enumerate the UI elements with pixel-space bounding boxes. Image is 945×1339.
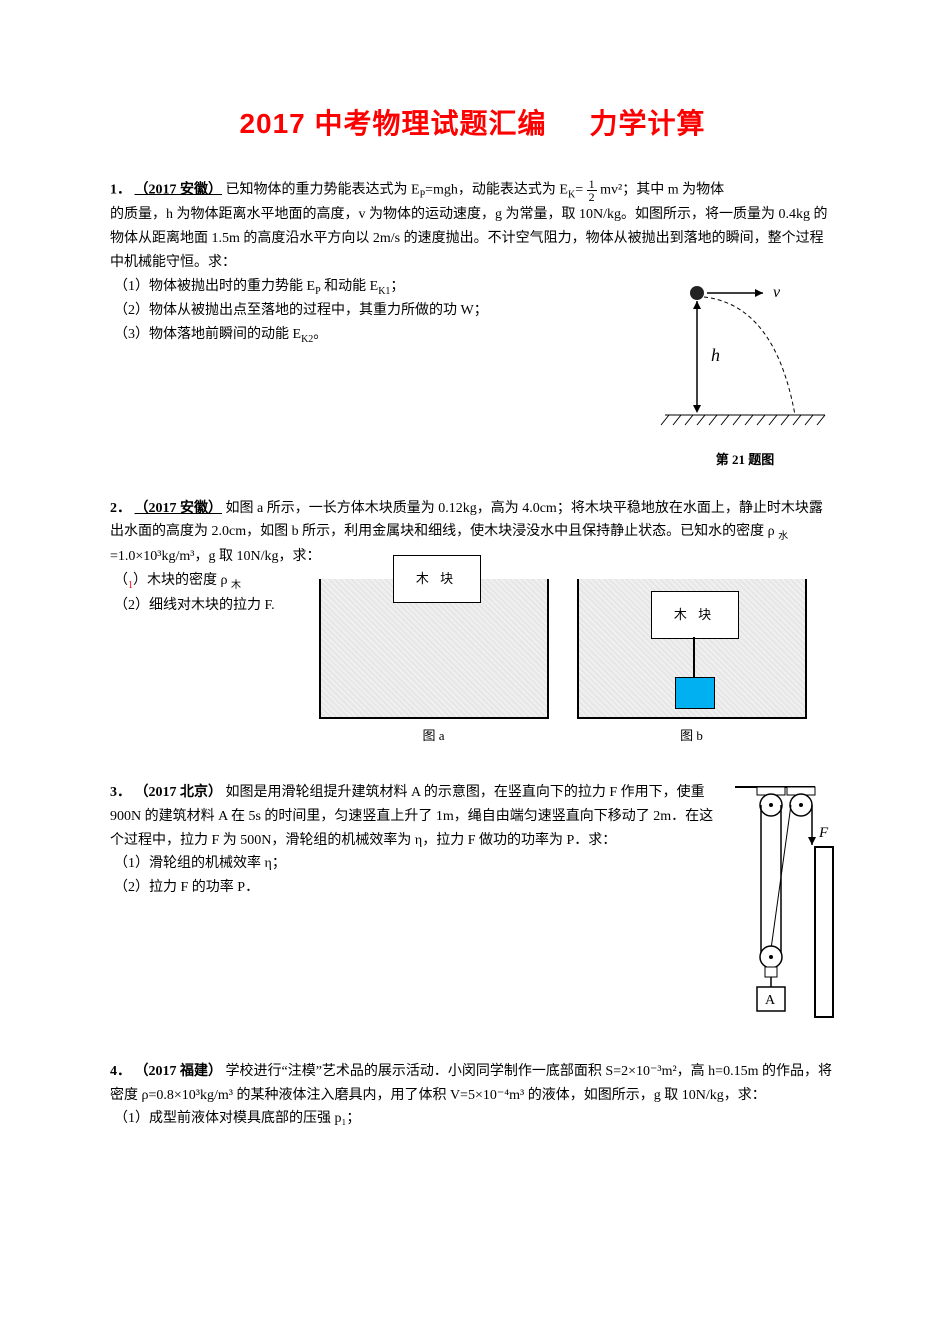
p2-q1-post: ）木块的密度 ρ [133,573,231,588]
p4-source: （2017 福建） [135,1064,223,1079]
title-left: 2017 中考物理试题汇编 [239,108,546,139]
p3-source: （2017 北京） [135,785,223,800]
p1-eq1: =mgh，动能表达式为 E [425,182,568,197]
water-tank-b: 木 块 [577,579,807,719]
p3-figure: F A [727,781,835,1030]
projectile-figure-svg: v h [655,275,835,445]
fraction-num: 1 [587,178,597,191]
figure-a: 木 块 图 a [319,579,549,747]
document-title: 2017 中考物理试题汇编 力学计算 [110,100,835,148]
p1-figure: v h 第 21 题图 [643,275,835,471]
p1-q3-a: （3）物体落地前瞬间的动能 E [114,327,301,342]
p1-q3-sub: K2 [301,334,313,345]
p1-eq3: mv²；其中 m 为物体 [600,182,724,197]
title-right: 力学计算 [590,108,706,139]
label-F: F [818,825,829,841]
figure-b: 木 块 图 b [577,579,807,747]
p1-source: （2017 安徽） [135,182,223,197]
p3-number: 3． [110,785,131,800]
caption-a: 图 a [319,725,549,747]
label-v: v [773,284,781,301]
p1-fig-caption: 第 21 题图 [655,449,835,471]
label-h: h [711,345,720,365]
p4-number: 4． [110,1064,131,1079]
label-A: A [765,993,776,1008]
p1-q3-b: 。 [313,327,327,342]
p1-q1-b: 和动能 E [321,279,379,294]
problem-4: 4． （2017 福建） 学校进行“注模”艺术品的展示活动．小闵同学制作一底部面… [110,1060,835,1131]
p2-q2: （2）细线对木块的拉力 F. [114,594,290,618]
fraction-den: 2 [587,191,597,203]
page: 2017 中考物理试题汇编 力学计算 1． （2017 安徽） 已知物体的重力势… [0,0,945,1339]
p1-text-segment: 已知物体的重力势能表达式为 E [226,182,420,197]
p2-text2: =1.0×10³kg/m³，g 取 10N/kg，求： [110,549,320,564]
p1-q1-sub-b: K1 [378,285,390,296]
pulley-svg: F A [735,781,835,1021]
p1-q1-c: ； [390,279,404,294]
p2-q1: （1）木块的密度 ρ 木 [114,569,290,594]
p1-q1-a: （1）物体被抛出时的重力势能 E [114,279,315,294]
problem-3: F A 3． （2017 北京） 如图是用滑轮组提升建 [110,781,835,1030]
fraction: 1 2 [587,178,597,203]
caption-b: 图 b [577,725,807,747]
p2-q1-pre: （ [114,573,128,588]
problem-1: 1． （2017 安徽） 已知物体的重力势能表达式为 EP=mgh，动能表达式为… [110,178,835,471]
p1-text2: 的质量，h 为物体距离水平地面的高度，v 为物体的运动速度，g 为常量，取 10… [110,203,835,274]
p2-q1-sub: 木 [231,580,241,591]
p2-source: （2017 安徽） [135,501,223,516]
problem-2: 2． （2017 安徽） 如图 a 所示，一长方体木块质量为 0.12kg，高为… [110,497,835,747]
p4-q1: （1）成型前液体对模具底部的压强 p₁； [114,1107,835,1131]
water-tank-a: 木 块 [319,579,549,719]
p1-number: 1． [110,182,131,197]
wood-block-b: 木 块 [651,591,739,639]
string-line [693,637,695,677]
metal-block [675,677,715,709]
p2-number: 2． [110,501,131,516]
p2-figures: 木 块 图 a 木 块 图 b [290,579,835,747]
wood-block-a: 木 块 [393,555,481,603]
p2-rho-sub: 水 [778,531,788,542]
p1-eq2: = [575,182,583,197]
